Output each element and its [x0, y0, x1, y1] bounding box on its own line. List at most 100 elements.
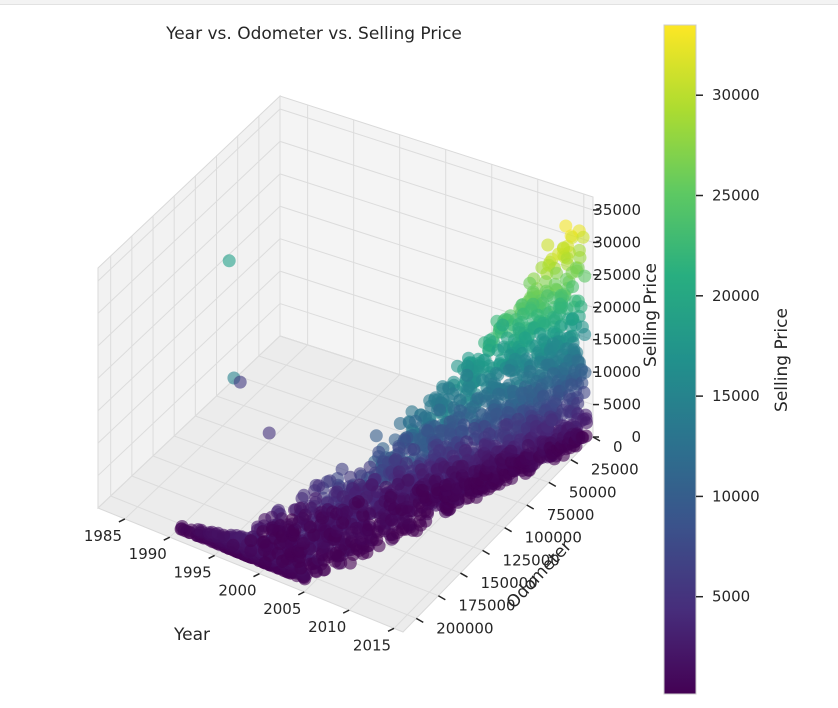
- data-point: [365, 478, 379, 492]
- y-tick: [504, 527, 513, 533]
- axis-ticks: 1985199019952000200520102015025000500007…: [84, 201, 641, 654]
- data-point: [500, 331, 514, 345]
- grid-line: [97, 141, 281, 314]
- y-tick-label: 100000: [525, 529, 582, 547]
- data-point: [548, 277, 562, 291]
- grid-line: [97, 205, 281, 379]
- colorbar-tick-label: 15000: [712, 387, 760, 405]
- data-point: [579, 412, 593, 426]
- data-point: [523, 276, 537, 290]
- data-point: [460, 368, 474, 382]
- x-tick-label: 1985: [84, 527, 122, 545]
- data-point: [578, 328, 592, 341]
- data-point: [217, 528, 231, 542]
- data-point: [372, 445, 386, 459]
- x-axis-label: Year: [173, 625, 210, 645]
- colorbar-label: Selling Price: [772, 308, 792, 412]
- data-point: [297, 488, 311, 502]
- data-point: [501, 406, 515, 419]
- data-point: [518, 331, 532, 345]
- x-tick: [253, 572, 260, 578]
- data-point: [511, 412, 525, 426]
- data-point: [545, 413, 559, 427]
- y-tick-label: 125000: [503, 551, 560, 569]
- grid-line: [279, 173, 594, 276]
- y-tick: [526, 504, 535, 510]
- z-tick-label: 20000: [593, 298, 641, 316]
- data-point: [353, 478, 367, 492]
- y-tick: [437, 595, 446, 601]
- x-tick-label: 2000: [218, 582, 256, 600]
- colorbar-tick-label: 25000: [712, 187, 760, 205]
- data-point: [393, 417, 407, 430]
- data-point: [433, 403, 447, 417]
- data-point: [309, 492, 323, 505]
- data-point: [336, 490, 350, 504]
- data-point: [442, 381, 456, 395]
- data-point: [526, 297, 540, 311]
- z-tick-label: 15000: [593, 331, 641, 349]
- colorbar-tick-label: 5000: [712, 588, 750, 606]
- data-point: [285, 513, 299, 527]
- data-point: [460, 359, 474, 373]
- y-tick: [482, 549, 490, 556]
- grid-line: [279, 140, 594, 243]
- data-point: [369, 429, 383, 443]
- grid-line: [279, 108, 594, 211]
- data-point: [428, 474, 442, 488]
- data-point: [574, 300, 588, 314]
- grid-line: [97, 303, 281, 476]
- data-point: [257, 535, 271, 549]
- data-point: [399, 456, 413, 470]
- data-point: [559, 219, 573, 233]
- data-point: [233, 375, 247, 389]
- data-point: [271, 546, 285, 560]
- data-point: [389, 453, 403, 467]
- x-tick-label: 2015: [353, 636, 391, 654]
- data-point: [262, 426, 276, 440]
- data-point: [265, 510, 279, 524]
- grid-line: [97, 335, 281, 509]
- data-point: [415, 483, 429, 497]
- data-point: [523, 365, 537, 378]
- x-tick: [118, 518, 126, 523]
- data-point: [521, 439, 535, 452]
- data-point: [489, 366, 503, 380]
- data-point: [363, 460, 377, 474]
- data-point: [572, 243, 586, 257]
- data-point: [433, 424, 447, 438]
- data-point: [335, 462, 349, 476]
- data-point: [483, 333, 497, 347]
- data-point: [356, 508, 370, 522]
- y-tick: [570, 459, 579, 465]
- z-tick-label: 25000: [593, 266, 641, 284]
- grid-line: [97, 238, 281, 412]
- data-point: [391, 477, 405, 491]
- x-tick-label: 2010: [308, 618, 346, 636]
- grid-line: [97, 270, 281, 444]
- data-point: [451, 359, 464, 373]
- data-point: [455, 469, 469, 483]
- z-tick-label: 5000: [603, 396, 641, 414]
- grid-line: [214, 374, 401, 556]
- grid-line: [393, 433, 585, 629]
- data-point: [566, 280, 580, 294]
- chart-title: Year vs. Odometer vs. Selling Price: [165, 24, 462, 44]
- y-tick-label: 25000: [591, 461, 639, 479]
- y-tick-label: 200000: [436, 619, 493, 637]
- grid-line: [169, 359, 354, 538]
- z-tick-label: 30000: [593, 233, 641, 251]
- x-tick: [208, 554, 215, 560]
- data-point: [303, 520, 317, 534]
- data-point: [408, 414, 422, 428]
- data-point: [550, 266, 564, 280]
- y-tick-label: 75000: [547, 506, 595, 524]
- colorbar: 5000 10000 15000 20000 25000 30000 Selling Pr…: [663, 24, 792, 695]
- colorbar-gradient: [663, 24, 697, 695]
- x-tick: [163, 536, 171, 541]
- data-point: [496, 318, 510, 332]
- data-point: [222, 254, 236, 268]
- data-point: [578, 365, 592, 379]
- z-tick-label: 35000: [593, 201, 641, 219]
